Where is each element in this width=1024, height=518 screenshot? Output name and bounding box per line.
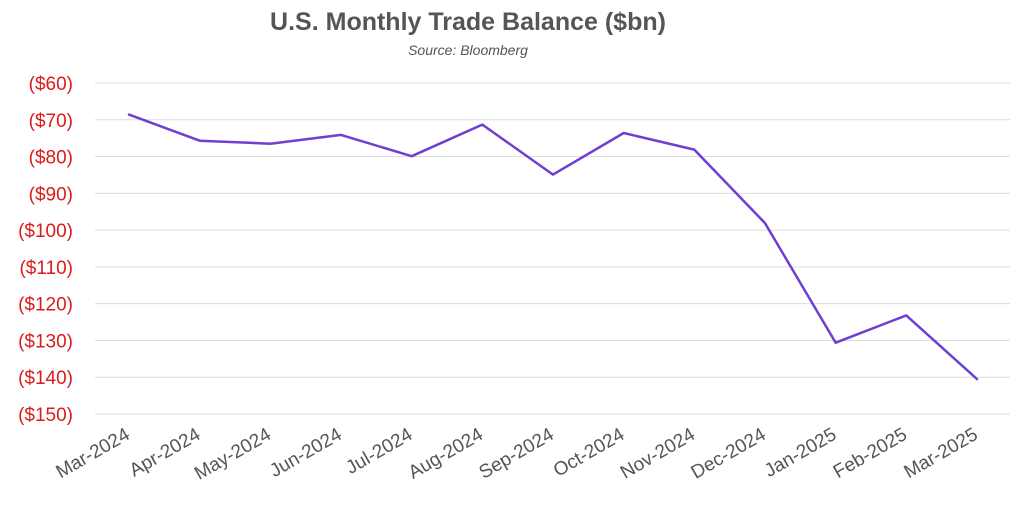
x-tick-label: Mar-2025 (901, 424, 982, 483)
x-tick-label: Nov-2024 (617, 424, 699, 484)
x-tick-label: Sep-2024 (476, 424, 558, 484)
x-tick-label: Jun-2024 (266, 424, 345, 482)
y-tick-label: ($110) (19, 258, 73, 279)
y-tick-label: ($70) (29, 111, 73, 132)
series-line (127, 113, 979, 381)
y-tick-label: ($100) (18, 221, 73, 242)
y-tick-label: ($120) (18, 295, 73, 316)
x-tick-label: Jan-2025 (761, 424, 840, 482)
x-tick-label: Apr-2024 (126, 424, 205, 481)
chart-subtitle: Source: Bloomberg (408, 42, 528, 58)
x-tick-label: Mar-2024 (53, 424, 134, 483)
x-tick-label: Aug-2024 (405, 424, 487, 484)
y-axis-tick-labels: ($60) ($70) ($80) ($90) ($100) ($110) ($120) ($… (18, 74, 73, 426)
chart-title: U.S. Monthly Trade Balance ($bn) (270, 8, 666, 36)
x-tick-label: Oct-2024 (550, 424, 629, 481)
y-tick-label: ($150) (18, 405, 73, 426)
x-tick-label: Feb-2025 (830, 424, 911, 483)
y-tick-label: ($90) (29, 184, 73, 205)
series-group (127, 113, 979, 381)
y-tick-label: ($130) (18, 331, 73, 352)
x-tick-label: May-2024 (191, 424, 275, 485)
grid-lines (95, 82, 1010, 415)
y-tick-label: ($140) (18, 368, 73, 389)
y-tick-label: ($80) (29, 148, 73, 169)
x-axis-tick-labels: Mar-2024Apr-2024May-2024Jun-2024Jul-2024… (53, 424, 982, 485)
x-tick-label: Jul-2024 (343, 424, 417, 479)
x-tick-label: Dec-2024 (688, 424, 770, 484)
y-tick-label: ($60) (29, 74, 73, 95)
